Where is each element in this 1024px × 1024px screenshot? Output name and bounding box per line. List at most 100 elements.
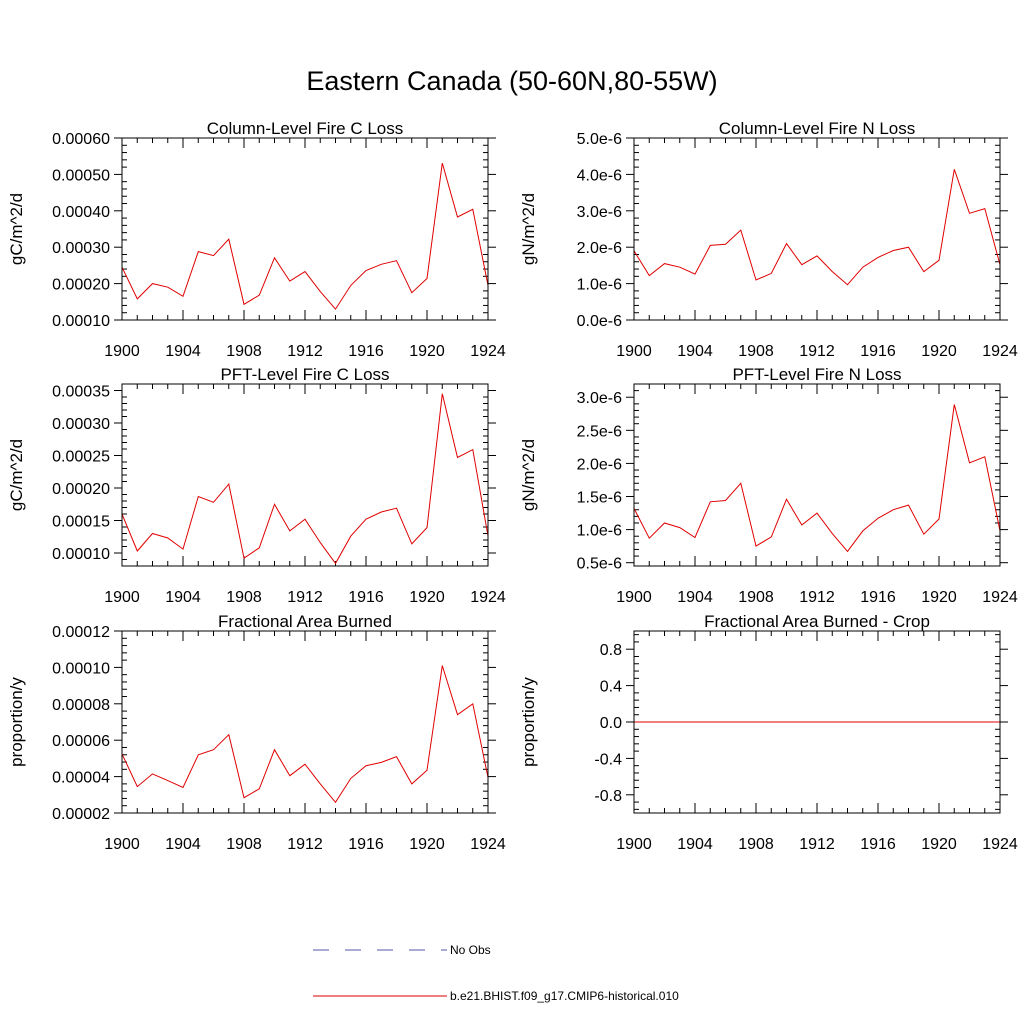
panel-title: Column-Level Fire C Loss	[207, 119, 404, 138]
y-axis-label: gN/m^2/d	[519, 439, 538, 511]
y-axis-label: proportion/y	[519, 677, 538, 767]
x-tick-label: 1904	[677, 343, 713, 360]
y-tick-label: -0.4	[594, 751, 622, 768]
y-axis-label: proportion/y	[7, 677, 26, 767]
y-tick-label: 0.0	[600, 715, 622, 732]
panel-title: Fractional Area Burned - Crop	[704, 612, 930, 631]
x-tick-label: 1924	[470, 836, 506, 853]
y-tick-label: 0.0e-6	[577, 313, 622, 330]
x-tick-label: 1908	[738, 589, 774, 606]
x-tick-label: 1900	[616, 836, 652, 853]
y-tick-label: 0.00012	[52, 624, 110, 641]
y-tick-label: 0.8	[600, 642, 622, 659]
plot-frame	[633, 137, 1001, 321]
y-tick-label: 0.00035	[52, 384, 110, 401]
x-tick-label: 1924	[982, 589, 1018, 606]
x-tick-label: 1904	[165, 589, 201, 606]
y-tick-label: 0.00010	[52, 313, 110, 330]
y-tick-label: 0.4	[600, 679, 622, 696]
y-tick-label: 1.0e-6	[577, 277, 622, 294]
plot-frame	[121, 383, 489, 567]
figure-title: Eastern Canada (50-60N,80-55W)	[306, 66, 717, 96]
series-line	[633, 169, 1001, 286]
legend-label: No Obs	[450, 943, 491, 957]
x-tick-label: 1900	[104, 589, 140, 606]
x-tick-label: 1920	[921, 836, 957, 853]
series-line	[121, 665, 489, 804]
x-tick-label: 1908	[226, 836, 262, 853]
y-tick-label: 0.00015	[52, 514, 110, 531]
x-tick-label: 1920	[409, 589, 445, 606]
x-tick-label: 1900	[616, 343, 652, 360]
series-line	[121, 162, 489, 310]
y-axis-label: gN/m^2/d	[519, 193, 538, 265]
x-tick-label: 1908	[226, 589, 262, 606]
panel-title: PFT-Level Fire N Loss	[732, 365, 901, 384]
x-tick-label: 1908	[738, 836, 774, 853]
x-tick-label: 1916	[348, 589, 384, 606]
plot-frame	[121, 630, 489, 814]
y-tick-label: 0.00050	[52, 167, 110, 184]
x-tick-label: 1920	[921, 589, 957, 606]
y-tick-label: 0.00020	[52, 277, 110, 294]
x-tick-label: 1912	[287, 836, 323, 853]
y-tick-label: 0.00004	[52, 770, 110, 787]
x-tick-label: 1900	[616, 589, 652, 606]
minor-ticks	[634, 138, 1000, 320]
y-tick-label: 2.0e-6	[577, 240, 622, 257]
x-tick-label: 1916	[860, 589, 896, 606]
y-tick-label: 2.5e-6	[577, 423, 622, 440]
y-tick-label: -0.8	[594, 788, 622, 805]
legend: No Obs b.e21.BHIST.f09_g17.CMIP6-historic…	[313, 943, 679, 1003]
x-tick-label: 1920	[921, 343, 957, 360]
y-tick-label: 5.0e-6	[577, 131, 622, 148]
x-tick-label: 1908	[738, 343, 774, 360]
x-tick-label: 1912	[799, 836, 835, 853]
x-tick-label: 1912	[799, 343, 835, 360]
x-tick-label: 1916	[860, 343, 896, 360]
y-tick-label: 0.00020	[52, 481, 110, 498]
x-tick-label: 1924	[470, 589, 506, 606]
chart-panel-4: 1900 1904 1908 1912 1916 1920 1924 0.5e-6 1.0e-6…	[519, 365, 1018, 606]
x-tick-label: 1920	[409, 836, 445, 853]
y-tick-label: 0.00010	[52, 660, 110, 677]
x-tick-label: 1916	[860, 836, 896, 853]
x-tick-label: 1916	[348, 343, 384, 360]
minor-ticks	[122, 631, 488, 813]
x-tick-label: 1900	[104, 343, 140, 360]
x-tick-label: 1912	[287, 343, 323, 360]
x-tick-label: 1916	[348, 836, 384, 853]
series-line	[121, 393, 489, 565]
chart-panel-5: 1900 1904 1908 1912 1916 1920 1924 0.00002 0.000…	[7, 612, 506, 853]
x-tick-label: 1908	[226, 343, 262, 360]
x-tick-label: 1904	[165, 343, 201, 360]
minor-ticks	[634, 383, 1000, 566]
chart-panels: 1900 1904 1908 1912 1916 1920 1924 0.00010 0.000…	[7, 119, 1018, 853]
chart-panel-1: 1900 1904 1908 1912 1916 1920 1924 0.00010 0.000…	[7, 119, 506, 360]
x-tick-label: 1900	[104, 836, 140, 853]
y-tick-label: 0.00030	[52, 416, 110, 433]
x-tick-label: 1924	[982, 343, 1018, 360]
x-tick-label: 1924	[982, 836, 1018, 853]
chart-panel-6: 1900 1904 1908 1912 1916 1920 1924 -0.8 -0.4 0.0 0…	[519, 612, 1018, 853]
y-tick-label: 0.00008	[52, 697, 110, 714]
minor-ticks	[122, 383, 488, 567]
y-tick-label: 1.0e-6	[577, 523, 622, 540]
y-tick-label: 2.0e-6	[577, 456, 622, 473]
y-tick-label: 0.00040	[52, 204, 110, 221]
x-tick-label: 1924	[470, 343, 506, 360]
x-tick-label: 1920	[409, 343, 445, 360]
plot-frame	[121, 137, 489, 321]
x-tick-label: 1912	[287, 589, 323, 606]
minor-ticks	[122, 138, 488, 320]
y-tick-label: 4.0e-6	[577, 167, 622, 184]
x-tick-label: 1904	[165, 836, 201, 853]
y-tick-label: 0.00060	[52, 131, 110, 148]
y-tick-label: 0.00002	[52, 806, 110, 823]
chart-panel-3: 1900 1904 1908 1912 1916 1920 1924 0.00010 0.000…	[7, 365, 506, 606]
y-axis-label: gC/m^2/d	[7, 193, 26, 265]
y-tick-label: 0.00030	[52, 240, 110, 257]
x-tick-label: 1904	[677, 589, 713, 606]
minor-ticks	[634, 631, 1000, 813]
